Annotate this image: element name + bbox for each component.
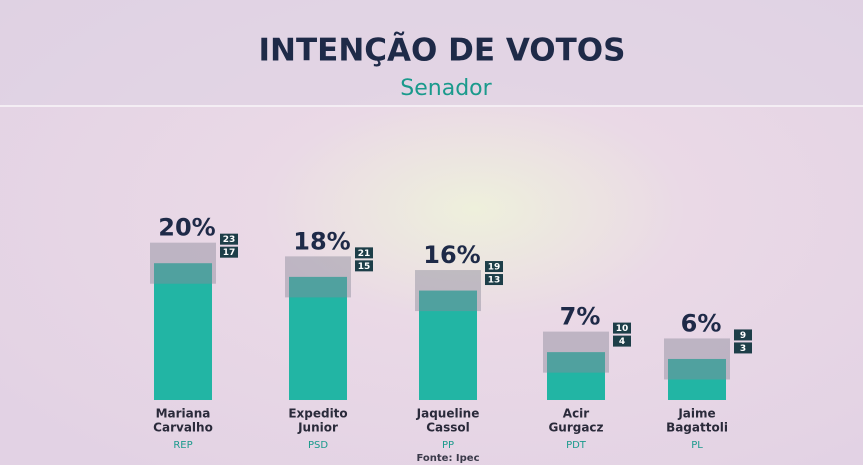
party-label: PDT bbox=[566, 440, 587, 451]
bar bbox=[547, 352, 605, 400]
upper-box bbox=[355, 247, 373, 259]
margin-range bbox=[415, 270, 481, 312]
upper-label: 23 bbox=[223, 235, 236, 245]
lower-box bbox=[734, 342, 752, 354]
bar bbox=[289, 276, 347, 400]
party-label: PL bbox=[691, 440, 703, 451]
x-tick-label: Cassol bbox=[426, 421, 470, 435]
value-label: 20% bbox=[158, 214, 215, 242]
x-tick-label: Jaime bbox=[677, 407, 715, 421]
bar bbox=[668, 358, 726, 400]
lower-box bbox=[485, 274, 503, 286]
upper-label: 9 bbox=[740, 331, 746, 341]
margin-range bbox=[543, 331, 609, 373]
lower-box bbox=[613, 335, 631, 347]
x-tick-label: Bagattoli bbox=[666, 421, 728, 435]
margin-range bbox=[285, 256, 351, 298]
upper-label: 21 bbox=[358, 249, 371, 259]
upper-label: 10 bbox=[616, 324, 629, 334]
upper-box bbox=[485, 261, 503, 273]
chart-title: INTENÇÃO DE VOTOS bbox=[259, 32, 626, 69]
lower-box bbox=[355, 260, 373, 272]
party-label: REP bbox=[173, 440, 192, 451]
party-label: PSD bbox=[308, 440, 328, 451]
lower-label: 4 bbox=[619, 337, 625, 347]
value-label: 7% bbox=[560, 303, 601, 331]
bar bbox=[154, 263, 212, 400]
x-tick-label: Acir bbox=[563, 407, 590, 421]
lower-label: 3 bbox=[740, 344, 746, 354]
value-label: 18% bbox=[293, 227, 350, 255]
lower-label: 13 bbox=[488, 276, 501, 286]
value-label: 16% bbox=[423, 241, 480, 269]
margin-range bbox=[664, 338, 730, 380]
x-tick-label: Junior bbox=[297, 421, 338, 435]
x-tick-label: Carvalho bbox=[153, 421, 213, 435]
source: Fonte: Ipec bbox=[416, 453, 479, 464]
upper-box bbox=[220, 233, 238, 245]
lower-box bbox=[220, 246, 238, 258]
x-tick-label: Gurgacz bbox=[548, 421, 603, 435]
chart-subtitle: Senador bbox=[400, 76, 492, 101]
x-tick-label: Mariana bbox=[156, 407, 211, 421]
lower-label: 17 bbox=[223, 248, 236, 258]
bar bbox=[419, 290, 477, 400]
upper-label: 19 bbox=[488, 263, 501, 273]
x-tick-label: Expedito bbox=[288, 407, 347, 421]
header-band bbox=[0, 0, 863, 105]
value-label: 6% bbox=[681, 309, 722, 337]
lower-label: 15 bbox=[358, 262, 371, 272]
x-tick-label: Jaqueline bbox=[416, 407, 480, 421]
margin-range bbox=[150, 242, 216, 284]
upper-box bbox=[613, 322, 631, 334]
party-label: PP bbox=[442, 440, 454, 451]
upper-box bbox=[734, 329, 752, 341]
